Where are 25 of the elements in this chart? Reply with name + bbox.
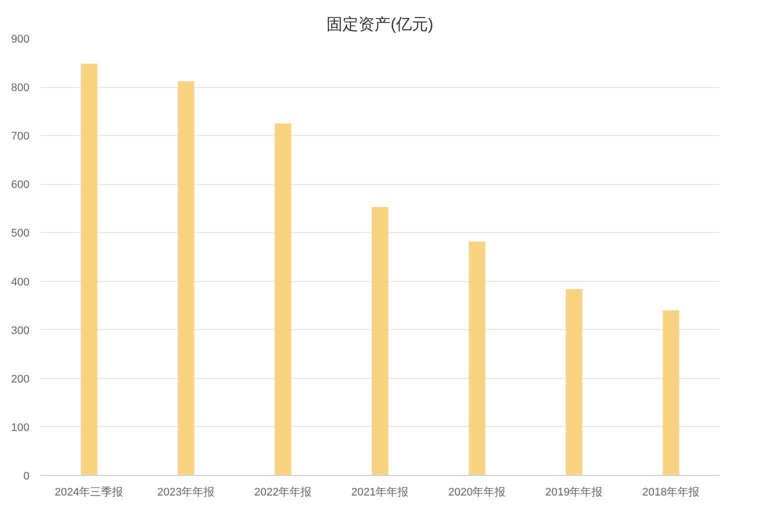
- bar: [566, 289, 582, 476]
- y-tick-label: 800: [11, 82, 30, 94]
- x-tick-label: 2024年三季报: [54, 486, 124, 498]
- x-tick-label: 2022年年报: [254, 486, 312, 498]
- x-tick-label: 2023年年报: [157, 486, 215, 498]
- y-tick-label: 200: [11, 373, 30, 386]
- chart-title: 固定资产(亿元): [326, 16, 434, 34]
- bar: [178, 81, 194, 476]
- x-tick-label: 2019年年报: [545, 486, 603, 498]
- x-tick-label: 2018年年报: [642, 486, 700, 498]
- y-tick-label: 400: [11, 276, 30, 288]
- y-tick-label: 0: [23, 470, 30, 482]
- y-tick-label: 600: [11, 179, 30, 192]
- y-tick-label: 500: [11, 228, 30, 240]
- bar: [662, 310, 680, 476]
- y-tick-label: 700: [11, 130, 30, 143]
- bar: [372, 206, 388, 476]
- x-tick-label: 2021年年报: [351, 486, 409, 498]
- y-tick-label: 300: [11, 324, 30, 337]
- bar: [80, 64, 98, 476]
- bar: [468, 241, 486, 476]
- y-tick-label: 100: [11, 422, 30, 434]
- x-tick-label: 2020年年报: [448, 486, 506, 498]
- y-tick-label: 900: [11, 34, 30, 46]
- bar: [274, 123, 292, 476]
